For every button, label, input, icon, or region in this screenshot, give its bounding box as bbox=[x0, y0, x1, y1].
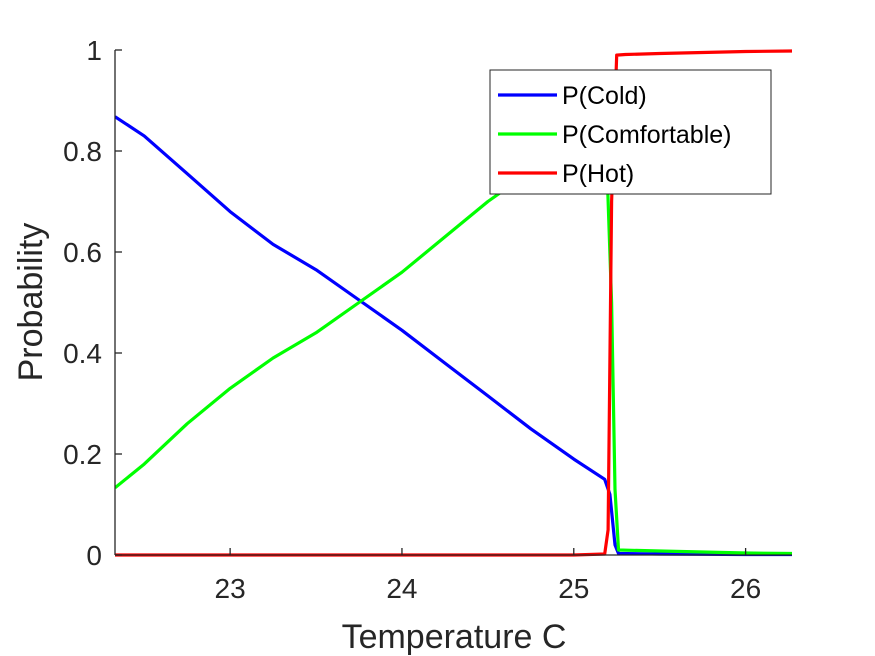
x-tick-label: 23 bbox=[215, 573, 246, 604]
y-axis-title: Probability bbox=[12, 223, 50, 382]
legend: P(Cold) P(Comfortable) P(Hot) bbox=[489, 69, 772, 195]
y-tick-label: 0 bbox=[86, 540, 102, 571]
x-tick-label: 24 bbox=[386, 573, 417, 604]
legend-label: P(Hot) bbox=[562, 160, 634, 188]
y-tick-label: 0.8 bbox=[63, 136, 102, 167]
legend-label: P(Comfortable) bbox=[562, 121, 732, 149]
y-tick-label: 0.6 bbox=[63, 237, 102, 268]
y-tick-label: 1 bbox=[86, 35, 102, 66]
x-tick-label: 26 bbox=[730, 573, 761, 604]
x-tick-label: 25 bbox=[558, 573, 589, 604]
axes-layer: 23 24 25 26 0 0.2 0.4 0.6 0.8 1 bbox=[63, 35, 792, 604]
y-tick-label: 0.2 bbox=[63, 439, 102, 470]
series-line-pcold bbox=[115, 115, 792, 557]
legend-label: P(Cold) bbox=[562, 82, 647, 110]
x-axis-title: Temperature C bbox=[342, 618, 567, 656]
y-tick-label: 0.4 bbox=[63, 338, 102, 369]
